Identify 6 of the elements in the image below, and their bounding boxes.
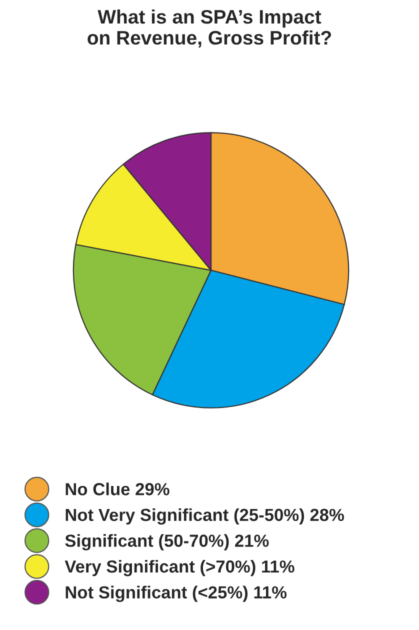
legend-label: Significant (50-70%) 21%	[65, 534, 269, 550]
legend-label: No Clue 29%	[66, 482, 170, 496]
chart-title: What is an SPA’s Impact on Revenue, Gross Profit?	[88, 9, 332, 48]
legend-label: Not Significant (<25%) 11%	[66, 586, 287, 602]
legend-label: Not Very Significant (25-50%) 28%	[66, 508, 344, 525]
legend-label: Very Significant (>70%) 11%	[64, 560, 294, 576]
